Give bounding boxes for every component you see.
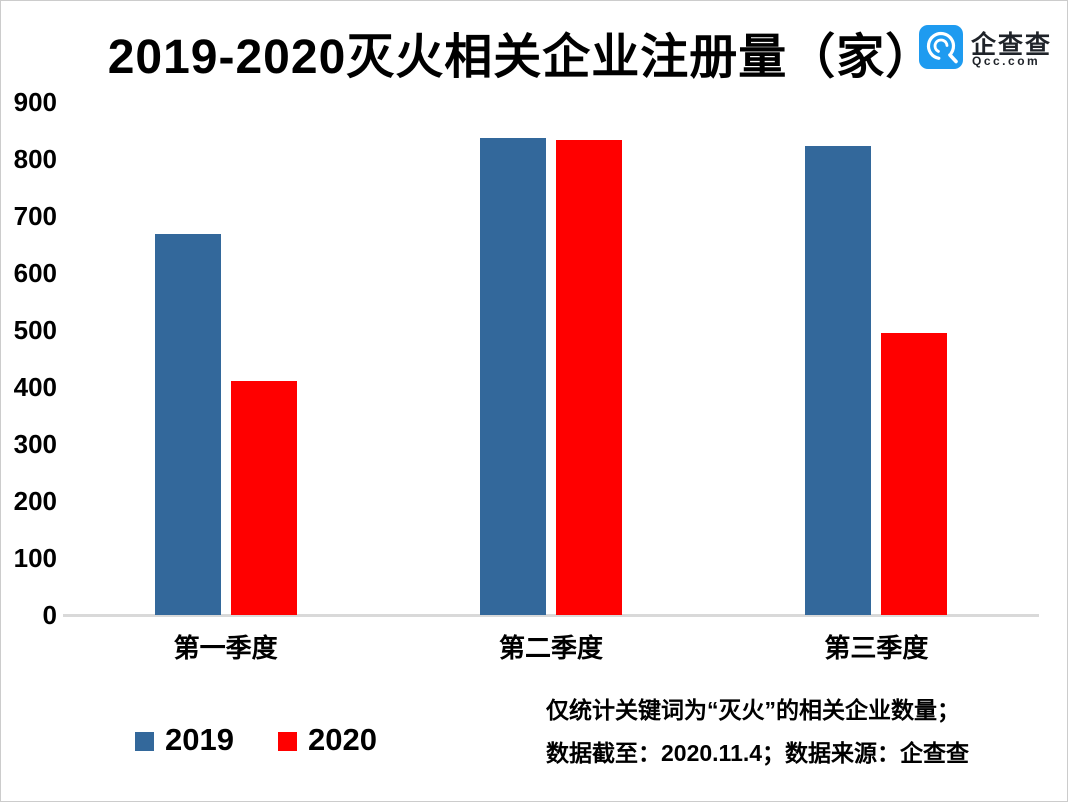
x-axis-line [63, 614, 1039, 617]
qcc-logo-domain: Qcc.com [972, 54, 1041, 68]
x-axis-label-q2: 第二季度 [498, 633, 603, 663]
legend-label-2019: 2019 [165, 722, 234, 757]
chart-title: 2019-2020灭火相关企业注册量（家） [107, 31, 935, 84]
footnote-line-1: 仅统计关键词为“灭火”的相关企业数量； [546, 697, 960, 723]
y-axis-label-300: 300 [13, 429, 57, 459]
footnotes: 仅统计关键词为“灭火”的相关企业数量； 数据截至：2020.11.4；数据来源：… [546, 689, 969, 775]
legend-label-2020: 2020 [307, 722, 377, 757]
bar-2020-q2 [556, 140, 622, 615]
bar-2020-q1 [230, 381, 297, 615]
y-axis-label-800: 800 [13, 144, 57, 174]
y-axis-label-500: 500 [13, 315, 57, 345]
legend-item-2020: 2020 [277, 722, 377, 758]
legend-swatch-2020 [277, 732, 297, 751]
y-axis-label-700: 700 [13, 201, 57, 231]
y-axis-label-600: 600 [13, 258, 57, 288]
y-axis-label-100: 100 [13, 543, 57, 573]
bar-2019-q2 [480, 137, 546, 615]
bar-2019-q1 [154, 233, 221, 615]
qcc-logo-name: 企查查 [971, 31, 1053, 59]
y-axis-label-0: 0 [42, 600, 57, 630]
y-axis-label-200: 200 [13, 486, 57, 516]
x-axis-label-q1: 第一季度 [173, 633, 278, 663]
y-axis-label-900: 900 [13, 87, 57, 117]
x-axis-label-q3: 第三季度 [824, 633, 929, 663]
legend-item-2019: 2019 [135, 722, 234, 758]
footnote-line-2: 数据截至：2020.11.4；数据来源：企查查 [546, 740, 970, 766]
legend: 2019 2020 [135, 722, 377, 758]
qcc-logo: 企查查 Qcc.com [919, 23, 1059, 73]
bar-2020-q3 [881, 332, 948, 615]
bar-2019-q3 [805, 145, 872, 615]
y-axis-label-400: 400 [13, 372, 57, 402]
qcc-logo-icon [919, 25, 963, 74]
legend-swatch-2019 [135, 732, 154, 751]
